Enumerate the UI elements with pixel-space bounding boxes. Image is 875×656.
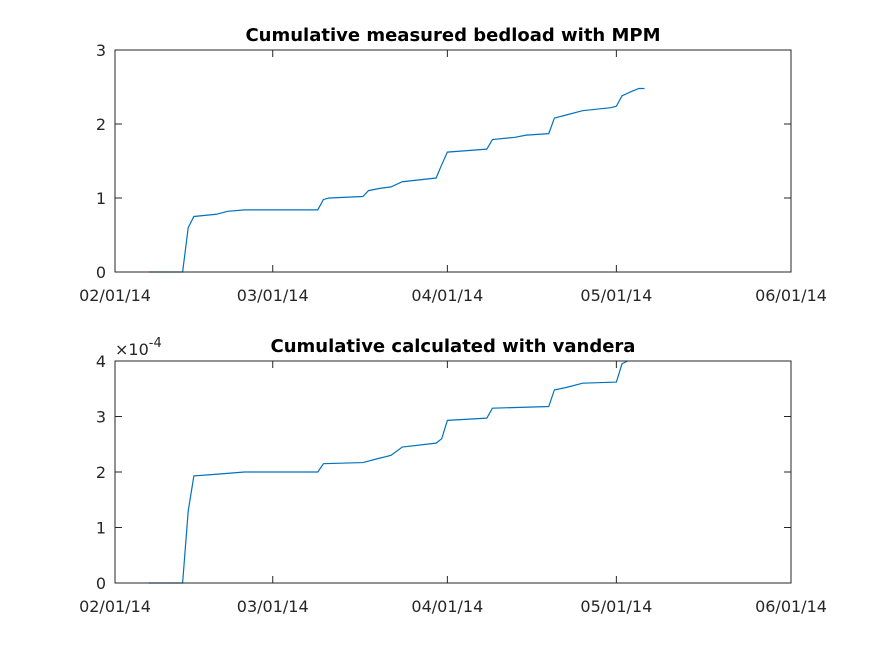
- y-tick-label: 0: [96, 263, 106, 282]
- y-tick-label: 2: [96, 463, 106, 482]
- x-tick-label: 03/01/14: [237, 597, 309, 616]
- data-line: [148, 87, 645, 273]
- x-tick-label: 05/01/14: [580, 286, 652, 305]
- y-multiplier-base: ×10: [115, 340, 149, 359]
- y-tick-label: 4: [96, 352, 106, 371]
- x-tick-label: 03/01/14: [237, 286, 309, 305]
- y-tick-label: 1: [96, 519, 106, 538]
- chart-title: Cumulative measured bedload with MPM: [245, 25, 660, 46]
- x-tick-label: 02/01/14: [79, 597, 151, 616]
- y-tick-label: 0: [96, 574, 106, 593]
- x-tick-label: 04/01/14: [411, 597, 483, 616]
- axes-background: [115, 361, 791, 583]
- axes-box: [114, 360, 792, 584]
- x-tick-label: 06/01/14: [755, 286, 827, 305]
- x-tick-label: 02/01/14: [79, 286, 151, 305]
- x-tick-label: 06/01/14: [755, 597, 827, 616]
- y-multiplier-exponent: -4: [149, 336, 162, 351]
- axes-box: [114, 49, 792, 273]
- y-tick-label: 1: [96, 189, 106, 208]
- chart-title: Cumulative calculated with vandera: [271, 336, 636, 357]
- y-tick-label: 3: [96, 408, 106, 427]
- x-tick-label: 04/01/14: [411, 286, 483, 305]
- x-tick-label: 05/01/14: [580, 597, 652, 616]
- axes-background: [115, 50, 791, 272]
- y-tick-label: 2: [96, 115, 106, 134]
- data-line: [148, 360, 628, 584]
- y-multiplier: ×10-4: [115, 336, 162, 359]
- y-tick-label: 3: [96, 41, 106, 60]
